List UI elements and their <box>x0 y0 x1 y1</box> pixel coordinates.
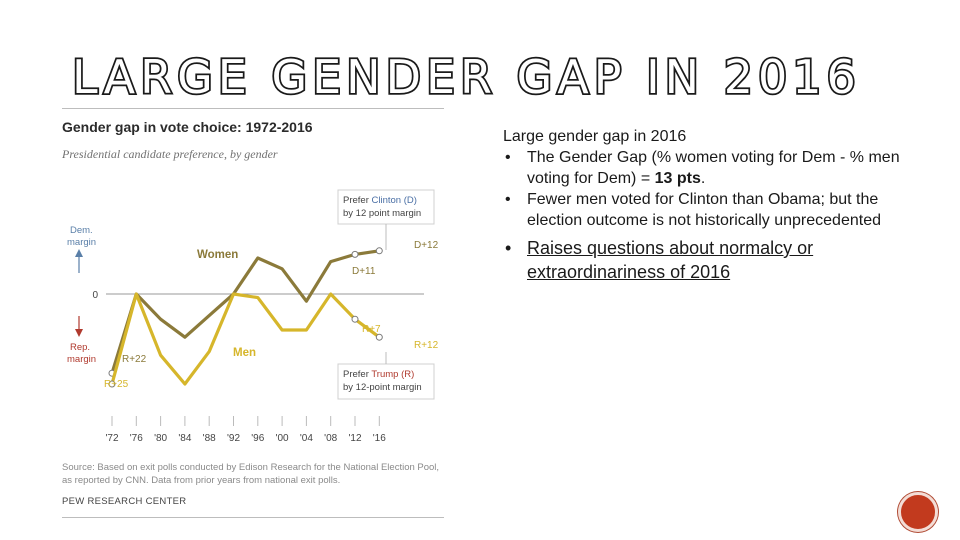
bullet-gender-gap: • The Gender Gap (% women voting for Dem … <box>503 147 903 189</box>
callout-line2: by 12 point margin <box>343 208 421 219</box>
dem-margin-label: margin <box>67 237 96 248</box>
endpoint-marker-men <box>351 315 359 323</box>
bullet-fewer-men: • Fewer men voted for Clinton than Obama;… <box>503 189 903 231</box>
endpoint-marker-men <box>108 380 116 388</box>
x-tick-label: '84 <box>178 433 191 444</box>
x-tick-label: '88 <box>203 433 216 444</box>
bullet-marker: • <box>505 238 512 258</box>
series-label-men: Men <box>233 347 256 359</box>
bullet-bold-value: 13 pts <box>654 170 701 187</box>
data-label: R+22 <box>122 354 147 365</box>
callout-line1: Prefer Trump (R) <box>343 369 414 380</box>
bullet-text: Raises questions about normalcy or extra… <box>527 238 814 282</box>
data-label: D+11 <box>352 266 376 277</box>
endpoint-marker-women <box>351 250 359 258</box>
x-tick-label: '00 <box>276 433 289 444</box>
bullet-text: Fewer men voted for Clinton than Obama; … <box>527 191 881 229</box>
rep-arrow-head <box>75 329 83 337</box>
slide-title: LARGE GENDER GAP IN 2016 <box>70 48 861 106</box>
x-tick-label: '04 <box>300 433 313 444</box>
callout-candidate: Clinton (D) <box>372 195 417 206</box>
chart-source-note: Source: Based on exit polls conducted by… <box>62 462 440 486</box>
x-tick-label: '16 <box>373 433 386 444</box>
x-tick-label: '72 <box>105 433 118 444</box>
zero-tick-label: 0 <box>92 290 98 301</box>
series-line-men <box>110 292 381 386</box>
callout-prefix: Prefer <box>343 369 371 380</box>
series-line-women <box>110 249 381 375</box>
bullet-marker: • <box>505 191 511 208</box>
chart-panel: Gender gap in vote choice: 1972-2016 Pre… <box>62 108 444 520</box>
bullet-text: The Gender Gap (% women voting for Dem -… <box>527 149 900 187</box>
x-tick-label: '08 <box>324 433 337 444</box>
chart-top-divider <box>62 108 444 109</box>
callout-prefix: Prefer <box>343 195 372 206</box>
bullet-marker: • <box>505 149 511 166</box>
line-chart: 0Dem.marginRep.marginWomenMenD+12D+11R+7… <box>67 189 439 444</box>
x-tick-label: '80 <box>154 433 167 444</box>
notes-lead: Large gender gap in 2016 <box>503 128 687 145</box>
data-label: R+7 <box>362 324 381 335</box>
chart-credit: PEW RESEARCH CENTER <box>62 496 187 507</box>
x-tick-label: '76 <box>130 433 143 444</box>
bullet-raises-questions: • Raises questions about normalcy or extr… <box>503 236 903 284</box>
callout-box <box>337 189 435 225</box>
bullet-text-end: . <box>700 170 706 187</box>
chart-subtitle: Presidential candidate preference, by ge… <box>62 147 278 161</box>
callout-line1: Prefer Clinton (D) <box>343 195 417 206</box>
series-label-women: Women <box>197 249 238 261</box>
data-label: D+12 <box>414 240 439 251</box>
rep-margin-label: margin <box>67 354 96 365</box>
callout-candidate: Trump (R) <box>371 369 414 380</box>
chart-title: Gender gap in vote choice: 1972-2016 <box>62 119 313 135</box>
endpoint-marker-women <box>375 247 383 255</box>
x-tick-label: '12 <box>348 433 361 444</box>
notes-panel: Large gender gap in 2016 • The Gender Gap… <box>503 126 903 284</box>
notes-bullet-list: • The Gender Gap (% women voting for Dem … <box>503 147 903 284</box>
endpoint-marker-men <box>375 333 383 341</box>
data-label: R+25 <box>104 379 129 390</box>
dem-arrow-head <box>75 249 83 257</box>
x-tick-label: '92 <box>227 433 240 444</box>
data-label: R+12 <box>414 340 439 351</box>
dem-margin-label: Dem. <box>70 225 93 236</box>
x-tick-label: '96 <box>251 433 264 444</box>
chart-bottom-divider <box>62 517 444 518</box>
callout-line2: by 12-point margin <box>343 382 422 393</box>
rep-margin-label: Rep. <box>70 342 90 353</box>
slide-logo-badge <box>898 492 938 532</box>
